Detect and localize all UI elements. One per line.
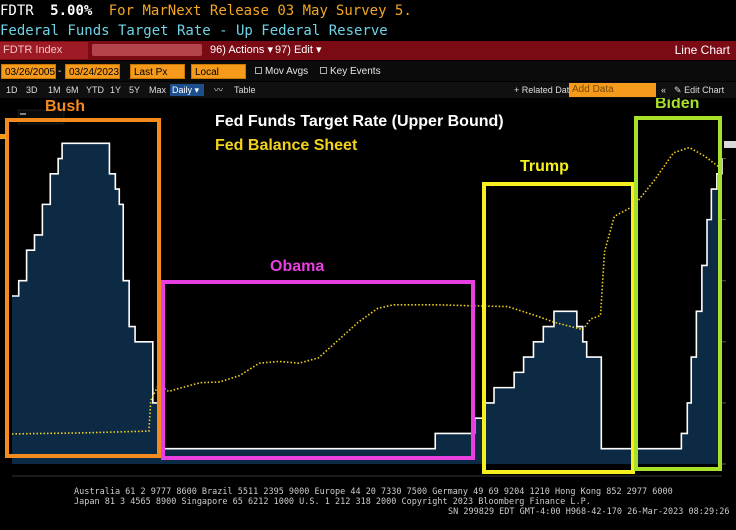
annotation-box-biden xyxy=(634,116,722,471)
rate-series-line[interactable] xyxy=(12,142,723,450)
start-date-input[interactable]: 03/26/2005 xyxy=(1,64,56,79)
actions-menu[interactable]: 96) Actions ▾ xyxy=(210,44,273,56)
legend-rate: Fed Funds Target Rate (Upper Bound) xyxy=(215,113,504,130)
mov-avgs-toggle[interactable]: Mov Avgs xyxy=(255,65,308,78)
right-axis xyxy=(722,158,726,465)
key-events-toggle[interactable]: Key Events xyxy=(320,65,381,78)
end-date-input[interactable]: 03/24/2023 xyxy=(65,64,120,79)
annotation-box-trump xyxy=(482,182,635,474)
period-ytd[interactable]: YTD xyxy=(86,85,104,95)
mov-avgs-label: Mov Avgs xyxy=(265,66,309,77)
price-field-select[interactable]: Last Px xyxy=(130,64,185,79)
period-max[interactable]: Max xyxy=(149,85,167,95)
chart-icon[interactable]: 〰 xyxy=(214,85,224,95)
ticker-survey: Survey 5. xyxy=(335,3,412,19)
edit-chart-label: Edit Chart xyxy=(684,85,725,95)
period-bar: 1D 3D 1M 6M YTD 1Y 5Y Max Daily ▾ 〰 Tabl… xyxy=(0,82,736,98)
annotation-label-obama: Obama xyxy=(270,258,324,275)
period-6m[interactable]: 6M xyxy=(66,85,79,95)
president-annotations: Bush Obama Trump Biden xyxy=(5,98,722,474)
ticker-symbol: FDTR xyxy=(0,3,34,19)
line-chart[interactable]: Fed Funds Target Rate (Upper Bound) Fed … xyxy=(0,98,736,490)
date-separator: - xyxy=(58,66,62,77)
period-1d[interactable]: 1D xyxy=(6,85,18,95)
chart-type-title: Line Chart xyxy=(674,43,730,57)
period-3d[interactable]: 3D xyxy=(26,85,38,95)
security-description: Federal Funds Target Rate - Up Federal R… xyxy=(0,23,388,39)
add-data-input[interactable]: Add Data xyxy=(569,83,656,97)
period-5y[interactable]: 5Y xyxy=(129,85,141,95)
footer: Australia 61 2 9777 8600 Brazil 5511 239… xyxy=(0,484,736,530)
footer-session-line: SN 299829 EDT GMT-4:00 H968-42-170 26-Ma… xyxy=(448,507,730,517)
footer-phone-line1: Australia 61 2 9777 8600 Brazil 5511 239… xyxy=(74,487,673,497)
period-1y[interactable]: 1Y xyxy=(110,85,122,95)
rate-series-area xyxy=(12,143,722,464)
checkbox-icon xyxy=(255,67,262,74)
related-data-button[interactable]: + Related Dat xyxy=(514,85,570,95)
chart-settings-bar: 03/26/2005 - 03/24/2023 Last Px Local CC… xyxy=(0,61,736,91)
key-events-label: Key Events xyxy=(330,66,381,77)
chevron-down-icon: ▾ xyxy=(194,85,200,95)
currency-select[interactable]: Local CCY xyxy=(191,64,246,91)
ticker-next-release: Next Release 03 May xyxy=(167,3,328,19)
function-toolbar: FDTR Index 96) Actions ▾ 97) Edit ▾ Line… xyxy=(0,41,736,60)
ticker-rate: 5.00% xyxy=(50,3,93,19)
annotation-box-obama xyxy=(161,280,475,460)
last-value-marker xyxy=(0,134,736,148)
ticker-bar: FDTR 5.00% For MarNext Release 03 May Sur… xyxy=(0,0,736,22)
edit-chart-button[interactable]: ✎ Edit Chart xyxy=(672,84,726,96)
table-button[interactable]: Table xyxy=(234,85,256,95)
annotation-label-trump: Trump xyxy=(520,158,569,175)
frequency-select[interactable]: Daily ▾ xyxy=(170,84,204,96)
ticker-for-label: For Mar xyxy=(108,3,168,19)
frequency-label: Daily xyxy=(172,85,193,95)
checkbox-icon xyxy=(320,67,327,74)
collapse-icon[interactable]: « xyxy=(661,85,667,95)
annotation-box-bush xyxy=(5,118,161,458)
legend-balance-sheet: Fed Balance Sheet xyxy=(215,137,358,154)
edit-chart-icon: ✎ xyxy=(674,85,682,95)
annotation-label-bush: Bush xyxy=(45,98,85,115)
annotation-label-biden: Biden xyxy=(655,98,699,112)
period-1m[interactable]: 1M xyxy=(48,85,61,95)
security-field[interactable]: FDTR Index xyxy=(0,42,88,59)
edit-menu[interactable]: 97) Edit ▾ xyxy=(275,44,322,56)
footer-phone-line2: Japan 81 3 4565 8900 Singapore 65 6212 1… xyxy=(74,497,591,507)
redacted-field xyxy=(92,44,202,56)
